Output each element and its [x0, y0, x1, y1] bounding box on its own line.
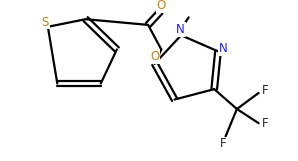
Text: N: N [176, 23, 184, 36]
Text: S: S [41, 16, 49, 28]
Text: F: F [220, 137, 227, 151]
Text: N: N [219, 42, 228, 55]
Text: F: F [262, 84, 268, 97]
Text: F: F [262, 117, 268, 130]
Text: O: O [157, 0, 166, 12]
Text: O: O [150, 50, 159, 63]
